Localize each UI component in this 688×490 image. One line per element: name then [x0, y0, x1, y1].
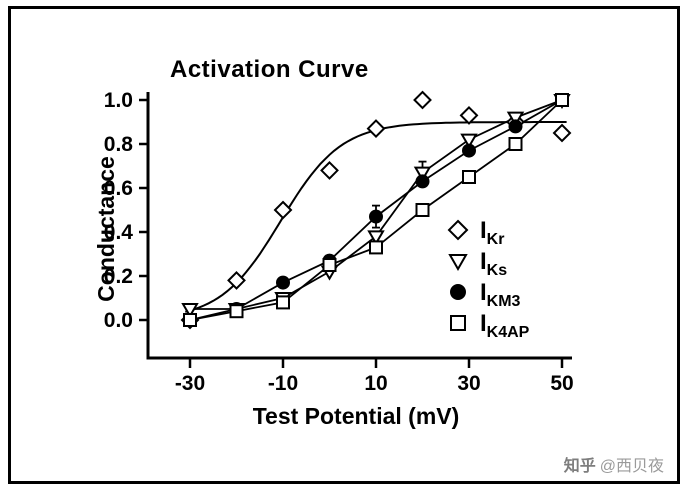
- data-point-IKr: [227, 270, 246, 290]
- data-point-IKs: [367, 230, 385, 246]
- data-point-IKM3: [462, 143, 476, 158]
- data-point-IKr: [273, 200, 293, 220]
- x-tick-label: -30: [175, 372, 205, 395]
- data-point-IKs: [181, 303, 199, 318]
- legend-marker-IKM3: [450, 284, 466, 300]
- x-tick-label: 30: [457, 372, 480, 395]
- x-axis-label: Test Potential (mV): [252, 403, 460, 429]
- legend-label-IK4AP: IK4AP: [480, 310, 530, 341]
- y-tick-label: 0.4: [104, 221, 134, 244]
- x-tick-label: 10: [364, 372, 387, 395]
- data-point-IKr: [552, 123, 572, 143]
- data-point-IKs: [460, 133, 478, 149]
- legend-label-IKr: IKr: [480, 217, 504, 248]
- data-point-IKr: [366, 119, 386, 139]
- data-point-IK4AP: [322, 258, 337, 272]
- legend-label-IKs: IKs: [480, 248, 507, 279]
- y-tick-label: 0.8: [104, 133, 134, 156]
- data-point-IK4AP: [276, 295, 290, 310]
- data-point-IK4AP: [415, 203, 430, 217]
- data-point-IK4AP: [508, 137, 523, 151]
- watermark: 知乎 @西贝夜: [564, 452, 664, 476]
- data-point-IKr: [413, 90, 432, 110]
- legend-marker-IKs: [448, 254, 468, 272]
- y-tick-label: 0.6: [104, 177, 133, 200]
- legend-marker-IKr: [447, 219, 469, 241]
- data-point-IKM3: [415, 174, 430, 189]
- watermark-username: @西贝夜: [599, 458, 664, 475]
- data-point-IKM3: [508, 119, 523, 134]
- x-tick-label: 50: [550, 372, 573, 395]
- data-point-IKs: [413, 166, 432, 182]
- legend-label-IKM3: IKM3: [480, 279, 521, 310]
- data-point-IK4AP: [462, 170, 476, 184]
- data-point-IK4AP: [183, 313, 197, 327]
- y-tick-label: 0.2: [104, 265, 133, 288]
- data-point-IKM3: [276, 275, 290, 290]
- watermark-brand: 知乎: [563, 458, 596, 475]
- data-point-IKr: [320, 160, 339, 180]
- y-tick-label: 1.0: [104, 89, 133, 112]
- data-point-IK4AP: [555, 93, 569, 107]
- data-point-IKM3: [369, 209, 383, 224]
- legend-marker-IK4AP: [450, 315, 466, 331]
- chart-title: Activation Curve: [170, 56, 369, 83]
- data-point-IKs: [506, 111, 525, 127]
- data-point-IK4AP: [369, 240, 383, 255]
- figure-frame: [8, 6, 680, 484]
- y-tick-label: 0.0: [104, 309, 133, 332]
- data-point-IK4AP: [229, 304, 244, 319]
- x-tick-label: -10: [268, 372, 298, 395]
- data-point-IKr: [459, 105, 479, 125]
